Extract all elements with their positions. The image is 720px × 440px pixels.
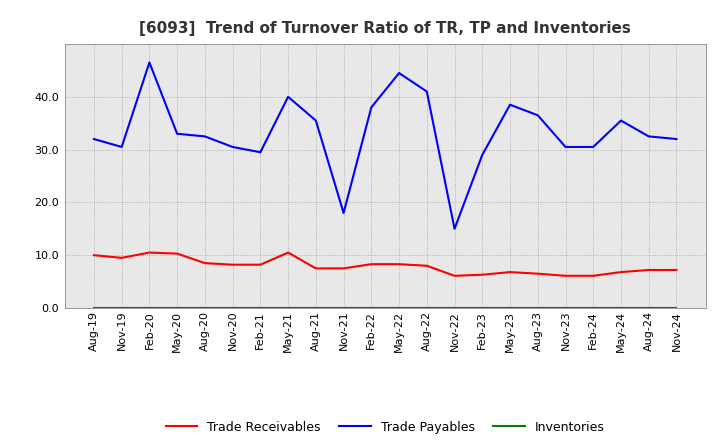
Trade Receivables bbox=[145, 250, 154, 255]
Trade Receivables bbox=[589, 273, 598, 279]
Line: Trade Receivables: Trade Receivables bbox=[94, 253, 677, 276]
Trade Receivables bbox=[505, 269, 514, 275]
Title: [6093]  Trend of Turnover Ratio of TR, TP and Inventories: [6093] Trend of Turnover Ratio of TR, TP… bbox=[139, 21, 631, 36]
Inventories bbox=[505, 305, 514, 311]
Inventories bbox=[173, 305, 181, 311]
Inventories bbox=[117, 305, 126, 311]
Inventories bbox=[284, 305, 292, 311]
Trade Payables bbox=[312, 118, 320, 123]
Line: Trade Payables: Trade Payables bbox=[94, 62, 677, 229]
Trade Payables bbox=[339, 210, 348, 216]
Trade Receivables bbox=[284, 250, 292, 255]
Trade Receivables bbox=[173, 251, 181, 256]
Inventories bbox=[589, 305, 598, 311]
Trade Payables bbox=[534, 113, 542, 118]
Trade Payables bbox=[145, 60, 154, 65]
Inventories bbox=[423, 305, 431, 311]
Trade Payables bbox=[284, 94, 292, 99]
Trade Payables bbox=[478, 152, 487, 158]
Inventories bbox=[89, 305, 98, 311]
Inventories bbox=[644, 305, 653, 311]
Trade Payables bbox=[561, 144, 570, 150]
Trade Receivables bbox=[423, 263, 431, 268]
Inventories bbox=[228, 305, 237, 311]
Trade Receivables bbox=[561, 273, 570, 279]
Trade Receivables bbox=[228, 262, 237, 268]
Inventories bbox=[201, 305, 210, 311]
Trade Payables bbox=[201, 134, 210, 139]
Trade Receivables bbox=[450, 273, 459, 279]
Inventories bbox=[145, 305, 154, 311]
Trade Receivables bbox=[395, 261, 403, 267]
Inventories bbox=[478, 305, 487, 311]
Inventories bbox=[367, 305, 376, 311]
Inventories bbox=[339, 305, 348, 311]
Inventories bbox=[534, 305, 542, 311]
Trade Receivables bbox=[478, 272, 487, 277]
Trade Payables bbox=[256, 150, 265, 155]
Inventories bbox=[256, 305, 265, 311]
Inventories bbox=[395, 305, 403, 311]
Inventories bbox=[561, 305, 570, 311]
Trade Receivables bbox=[256, 262, 265, 268]
Trade Payables bbox=[89, 136, 98, 142]
Trade Payables bbox=[423, 89, 431, 94]
Inventories bbox=[450, 305, 459, 311]
Trade Payables bbox=[367, 105, 376, 110]
Trade Receivables bbox=[117, 255, 126, 260]
Trade Payables bbox=[173, 131, 181, 136]
Trade Receivables bbox=[534, 271, 542, 276]
Trade Payables bbox=[672, 136, 681, 142]
Trade Receivables bbox=[312, 266, 320, 271]
Trade Receivables bbox=[672, 268, 681, 273]
Trade Payables bbox=[616, 118, 625, 123]
Trade Receivables bbox=[339, 266, 348, 271]
Trade Payables bbox=[450, 226, 459, 231]
Trade Payables bbox=[505, 102, 514, 107]
Trade Payables bbox=[589, 144, 598, 150]
Trade Payables bbox=[228, 144, 237, 150]
Trade Receivables bbox=[201, 260, 210, 266]
Legend: Trade Receivables, Trade Payables, Inventories: Trade Receivables, Trade Payables, Inven… bbox=[161, 416, 610, 439]
Trade Receivables bbox=[89, 253, 98, 258]
Inventories bbox=[616, 305, 625, 311]
Inventories bbox=[672, 305, 681, 311]
Inventories bbox=[312, 305, 320, 311]
Trade Receivables bbox=[616, 269, 625, 275]
Trade Payables bbox=[117, 144, 126, 150]
Trade Receivables bbox=[644, 268, 653, 273]
Trade Receivables bbox=[367, 261, 376, 267]
Trade Payables bbox=[395, 70, 403, 76]
Trade Payables bbox=[644, 134, 653, 139]
